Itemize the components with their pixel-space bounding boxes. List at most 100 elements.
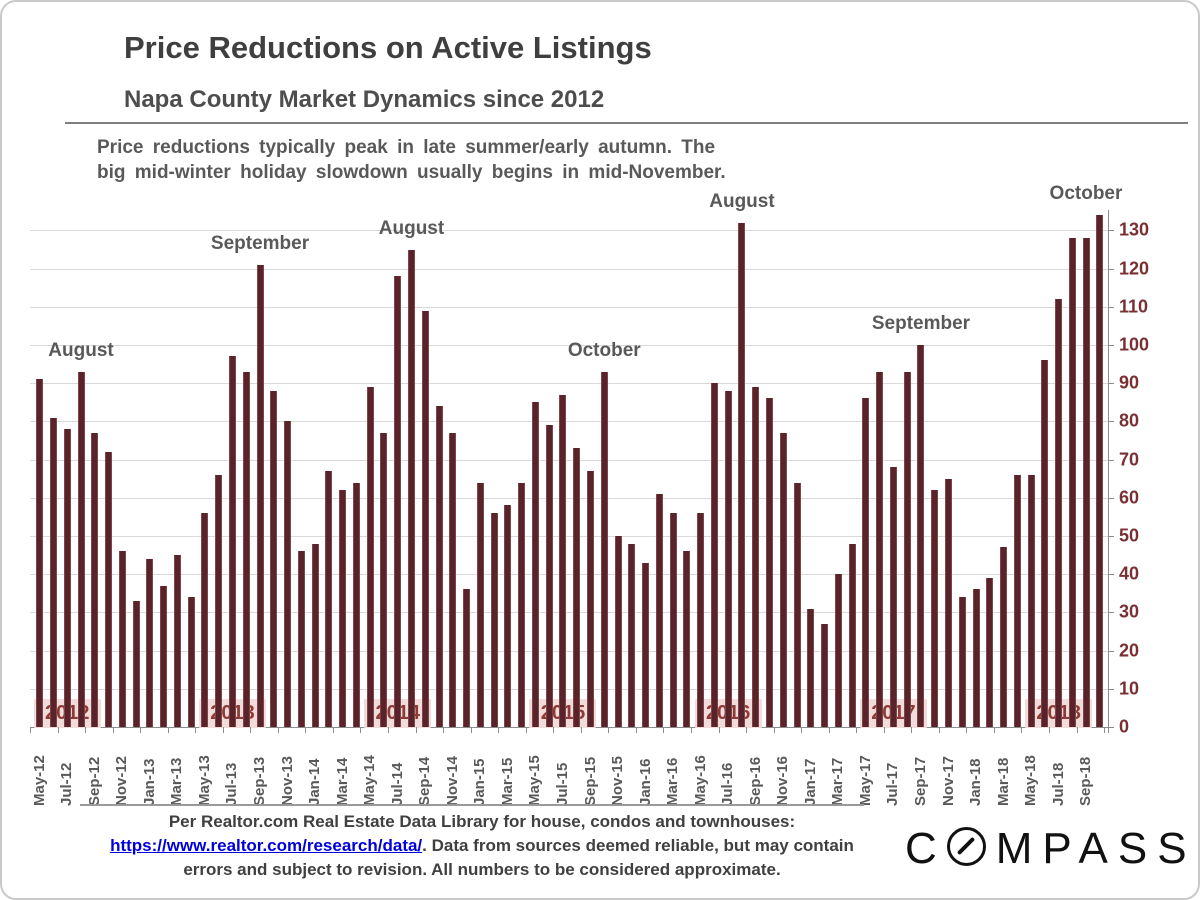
bar bbox=[958, 597, 966, 727]
bar bbox=[683, 551, 691, 727]
y-tick-label: 20 bbox=[1119, 640, 1140, 661]
x-tick-label: Nov-16 bbox=[774, 755, 792, 806]
bar bbox=[160, 585, 168, 727]
bar bbox=[889, 467, 897, 727]
x-axis-tick bbox=[635, 727, 637, 733]
bar bbox=[173, 555, 181, 727]
page-subtitle: Napa County Market Dynamics since 2012 bbox=[124, 86, 605, 113]
bar bbox=[628, 543, 636, 727]
note-line-1: Price reductions typically peak in late … bbox=[97, 137, 716, 158]
bar bbox=[848, 543, 856, 727]
x-tick-label: Sep-15 bbox=[581, 756, 599, 806]
x-axis-tick bbox=[195, 727, 197, 733]
x-axis-tick bbox=[773, 727, 775, 733]
bar bbox=[77, 371, 85, 727]
x-tick-label: Mar-17 bbox=[829, 757, 847, 806]
x-axis-tick bbox=[883, 727, 885, 733]
bar bbox=[655, 493, 663, 727]
x-axis-tick bbox=[388, 727, 390, 733]
x-tick-label: Nov-17 bbox=[939, 755, 957, 806]
bar bbox=[146, 558, 154, 727]
bar bbox=[1082, 238, 1090, 727]
bar bbox=[201, 513, 209, 727]
y-tick-label: 90 bbox=[1119, 372, 1140, 393]
x-axis-tick bbox=[1076, 727, 1078, 733]
x-axis-tick bbox=[690, 727, 692, 733]
gridline bbox=[30, 383, 1108, 385]
x-tick-label: May-18 bbox=[1022, 755, 1040, 806]
bar bbox=[793, 482, 801, 727]
x-axis-tick bbox=[525, 727, 527, 733]
bar bbox=[821, 623, 829, 727]
bar bbox=[931, 490, 939, 727]
y-axis-tick bbox=[1108, 421, 1114, 423]
x-tick-label: Sep-12 bbox=[85, 756, 103, 806]
x-axis-tick bbox=[856, 727, 858, 733]
y-axis-tick bbox=[1108, 727, 1114, 728]
x-tick-label: May-17 bbox=[856, 755, 874, 806]
x-axis-tick bbox=[993, 727, 995, 733]
compass-needle-icon bbox=[956, 836, 975, 856]
y-tick-label: 70 bbox=[1119, 449, 1140, 470]
bar bbox=[36, 379, 44, 727]
x-tick-label: Nov-12 bbox=[113, 755, 131, 806]
compass-o-icon bbox=[946, 827, 986, 866]
bar bbox=[710, 383, 718, 727]
bar bbox=[49, 417, 57, 727]
x-tick-label: Jan-16 bbox=[636, 758, 654, 806]
footer-line-2-rest: . Data from sources deemed reliable, but… bbox=[422, 836, 854, 855]
y-tick-label: 40 bbox=[1119, 563, 1140, 584]
bar bbox=[421, 310, 429, 727]
x-tick-label: Jul-13 bbox=[223, 762, 241, 806]
gridline bbox=[30, 345, 1108, 346]
bar bbox=[380, 432, 388, 727]
gridline bbox=[30, 497, 1108, 499]
x-axis-tick bbox=[332, 727, 334, 733]
bar bbox=[1013, 474, 1021, 727]
chart-annotation: October bbox=[567, 339, 641, 361]
y-axis-tick bbox=[1108, 688, 1114, 690]
bar bbox=[1027, 474, 1035, 727]
footer-line-3: errors and subject to revision. All numb… bbox=[183, 860, 781, 879]
x-axis-tick bbox=[911, 727, 913, 733]
gridline bbox=[30, 650, 1108, 652]
gridline bbox=[30, 268, 1108, 270]
bar bbox=[917, 345, 925, 727]
y-tick-label: 110 bbox=[1119, 296, 1149, 317]
bar bbox=[531, 402, 539, 727]
y-tick-label: 50 bbox=[1119, 525, 1140, 546]
bar bbox=[600, 371, 608, 727]
gridline bbox=[30, 536, 1108, 537]
bar bbox=[834, 574, 842, 727]
bar bbox=[724, 390, 732, 727]
x-tick-label: Jul-17 bbox=[884, 762, 902, 806]
y-tick-label: 10 bbox=[1119, 678, 1140, 699]
x-tick-label: Jul-14 bbox=[388, 762, 406, 806]
bar bbox=[545, 425, 553, 727]
x-tick-label: Nov-13 bbox=[278, 755, 296, 806]
x-axis-tick bbox=[57, 727, 59, 733]
bar bbox=[490, 513, 498, 727]
data-source-link[interactable]: https://www.realtor.com/research/data/ bbox=[110, 836, 423, 855]
x-axis-tick bbox=[30, 727, 31, 733]
x-axis-tick bbox=[553, 727, 555, 733]
bar bbox=[187, 597, 195, 727]
x-axis-tick bbox=[415, 727, 417, 733]
x-tick-label: May-13 bbox=[195, 755, 213, 806]
x-axis-tick bbox=[938, 727, 940, 733]
bar bbox=[105, 451, 113, 727]
bar bbox=[339, 490, 347, 727]
bar bbox=[614, 536, 622, 727]
bar bbox=[325, 471, 333, 727]
bar bbox=[435, 406, 443, 727]
chart-annotation: October bbox=[1049, 183, 1123, 205]
bar bbox=[573, 448, 581, 727]
bar bbox=[242, 371, 250, 727]
note-line-2: big mid-winter holiday slowdown usually … bbox=[97, 162, 726, 183]
gridline bbox=[30, 421, 1108, 423]
x-axis-tick bbox=[112, 727, 114, 733]
bar bbox=[118, 551, 126, 727]
x-axis-tick bbox=[470, 727, 472, 733]
